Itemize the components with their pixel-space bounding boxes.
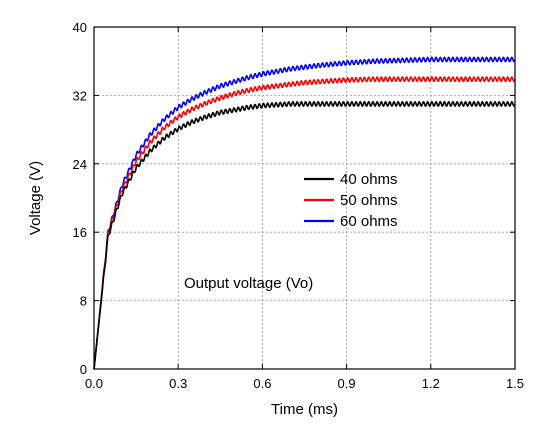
x-tick-label: 0.9 [338,376,356,391]
legend-label-40-ohms: 40 ohms [340,171,398,188]
series-line-50-ohms [93,76,516,370]
series-lines [93,56,516,370]
legend-label-50-ohms: 50 ohms [340,192,398,209]
y-tick-label: 32 [73,88,87,103]
legend: 40 ohms 50 ohms 60 ohms [304,171,398,230]
y-tick-label: 16 [73,225,87,240]
plot-frame [93,26,516,370]
y-tick-label: 0 [80,362,87,377]
x-tick-label: 0.6 [253,376,271,391]
y-tick-label: 24 [73,157,87,172]
series-line-40-ohms [93,101,516,370]
x-tick-label: 0.3 [169,376,187,391]
legend-label-60-ohms: 60 ohms [340,213,398,230]
x-tick-label: 0.0 [85,376,103,391]
x-axis-title: Time (ms) [271,401,338,418]
chart-annotation: Output voltage (Vo) [184,275,313,292]
series-line-60-ohms [93,56,516,370]
grid [94,27,515,369]
y-axis-title: Voltage (V) [27,161,44,235]
x-tick-label: 1.2 [422,376,440,391]
x-tick-label: 1.5 [506,376,524,391]
axis-ticks [93,26,516,370]
y-tick-label: 40 [73,20,87,35]
y-tick-label: 8 [80,294,87,309]
